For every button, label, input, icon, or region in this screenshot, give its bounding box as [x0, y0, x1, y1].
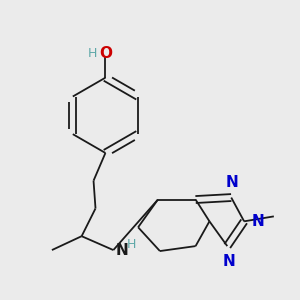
Text: N: N [115, 243, 128, 258]
Text: N: N [252, 214, 265, 229]
Text: H: H [127, 238, 136, 250]
Text: N: N [223, 254, 236, 269]
Text: N: N [226, 175, 239, 190]
Text: H: H [88, 47, 98, 60]
Text: O: O [99, 46, 112, 62]
